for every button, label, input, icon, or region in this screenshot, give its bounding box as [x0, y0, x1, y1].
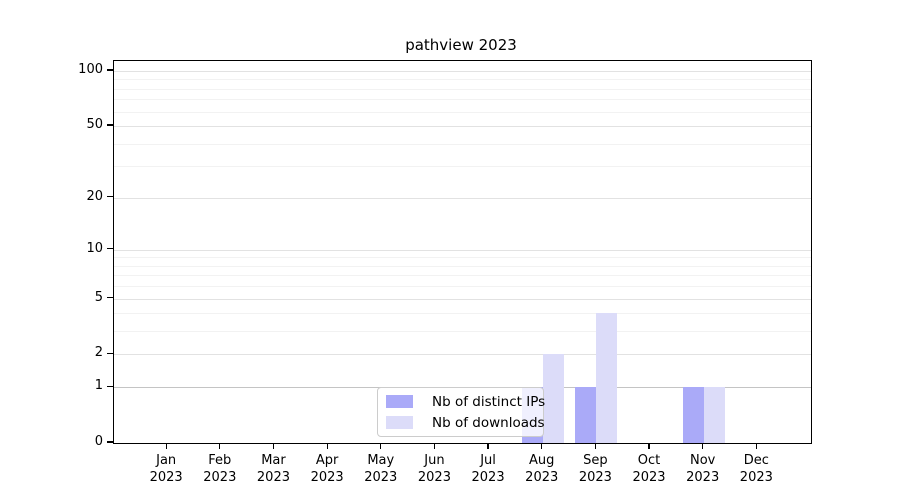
gridline-minor-y8: [114, 266, 812, 267]
bar-nov-downloads: [704, 387, 725, 443]
y-tick-label-2: 2: [0, 345, 103, 361]
x-tick-jan: [166, 443, 167, 449]
y-tick-2: [107, 353, 113, 354]
gridline-minor-y7: [114, 275, 812, 276]
gridline-minor-y30: [114, 166, 812, 167]
gridline-minor-y6: [114, 286, 812, 287]
y-tick-20: [107, 196, 113, 197]
legend-swatch-downloads: [386, 416, 413, 429]
bar-sep-downloads: [596, 313, 617, 443]
y-tick-5: [107, 297, 113, 298]
legend: Nb of distinct IPs Nb of downloads: [377, 387, 544, 437]
bar-aug-downloads: [543, 354, 564, 443]
y-tick-label-5: 5: [0, 290, 103, 306]
y-tick-label-50: 50: [0, 117, 103, 133]
y-tick-0: [107, 441, 113, 442]
y-tick-10: [107, 248, 113, 249]
y-tick-1: [107, 386, 113, 387]
gridline-major-y50: [114, 126, 812, 127]
y-tick-50: [107, 124, 113, 125]
x-tick-aug: [541, 443, 542, 449]
x-tick-nov: [702, 443, 703, 449]
gridline-minor-y4: [114, 313, 812, 314]
legend-row-downloads: Nb of downloads: [386, 414, 535, 432]
x-tick-feb: [219, 443, 220, 449]
gridline-minor-y60: [114, 112, 812, 113]
x-tick-may: [380, 443, 381, 449]
x-tick-apr: [327, 443, 328, 449]
gridline-minor-y40: [114, 144, 812, 145]
legend-swatch-ips: [386, 395, 413, 408]
x-tick-oct: [648, 443, 649, 449]
gridline-major-y2: [114, 354, 812, 355]
legend-label-downloads: Nb of downloads: [432, 415, 545, 431]
x-tick-dec: [756, 443, 757, 449]
legend-row-ips: Nb of distinct IPs: [386, 393, 535, 411]
gridline-major-y10: [114, 250, 812, 251]
y-tick-label-1: 1: [0, 378, 103, 394]
gridline-minor-y9: [114, 257, 812, 258]
gridline-major-y5: [114, 299, 812, 300]
gridline-major-y20: [114, 198, 812, 199]
bar-sep-distinct-ips: [575, 387, 596, 443]
chart-title: pathview 2023: [112, 36, 810, 54]
download-stats-chart: pathview 2023 1005020105210Jan2023Feb202…: [0, 0, 900, 500]
gridline-minor-y80: [114, 89, 812, 90]
year-label: 2023: [724, 470, 788, 487]
y-tick-label-20: 20: [0, 189, 103, 205]
legend-label-ips: Nb of distinct IPs: [432, 394, 545, 410]
month-label: Dec: [724, 453, 788, 470]
x-tick-jun: [434, 443, 435, 449]
x-tick-jul: [487, 443, 488, 449]
y-tick-label-100: 100: [0, 62, 103, 78]
y-tick-label-10: 10: [0, 241, 103, 257]
gridline-major-y100: [114, 71, 812, 72]
x-tick-label-dec: Dec2023: [724, 453, 788, 486]
gridline-minor-y70: [114, 99, 812, 100]
y-tick-100: [107, 69, 113, 70]
x-tick-mar: [273, 443, 274, 449]
x-tick-sep: [595, 443, 596, 449]
bar-nov-distinct-ips: [683, 387, 704, 443]
y-tick-label-0: 0: [0, 434, 103, 450]
gridline-minor-y3: [114, 331, 812, 332]
gridline-minor-y90: [114, 79, 812, 80]
